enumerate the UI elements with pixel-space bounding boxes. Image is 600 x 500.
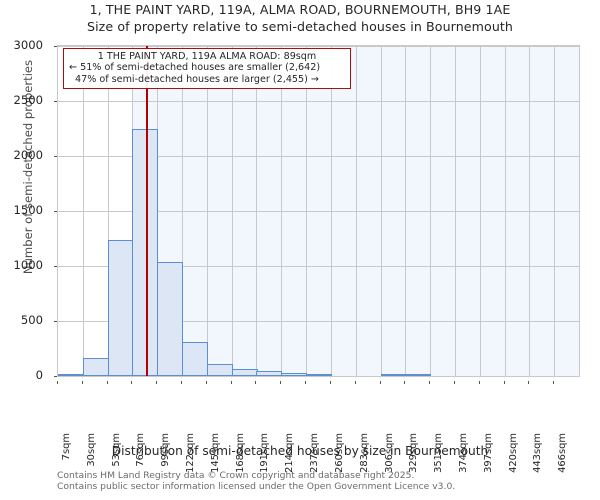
footer-line-1: Contains HM Land Registry data © Crown c… bbox=[57, 470, 415, 481]
x-tick-mark bbox=[404, 381, 406, 384]
bar-145sqm bbox=[207, 363, 233, 376]
footer-attribution: Contains HM Land Registry data © Crown c… bbox=[57, 470, 597, 492]
bar-306sqm bbox=[381, 374, 407, 376]
property-size-marker-line bbox=[146, 46, 149, 376]
annotation-line-3: 47% of semi-detached houses are larger (… bbox=[75, 73, 319, 85]
x-tick-mark bbox=[230, 381, 232, 384]
x-tick-mark bbox=[81, 381, 83, 384]
y-tick-mark bbox=[54, 156, 57, 157]
annotation-box: 1 THE PAINT YARD, 119A ALMA ROAD: 89sqm … bbox=[63, 48, 351, 89]
x-tick-mark bbox=[106, 381, 108, 384]
y-tick-label: 500 bbox=[20, 313, 43, 327]
x-tick-mark bbox=[280, 381, 282, 384]
gridline-x-283sqm bbox=[356, 46, 357, 376]
x-tick-mark bbox=[57, 381, 58, 384]
gridline-y-3000 bbox=[58, 46, 579, 47]
gridline-x-443sqm bbox=[529, 46, 530, 376]
y-tick-mark bbox=[54, 211, 57, 212]
x-tick-mark bbox=[453, 381, 455, 384]
y-tick-label: 2500 bbox=[13, 93, 43, 107]
y-tick-label: 0 bbox=[35, 368, 43, 382]
page-subtitle: Size of property relative to semi-detach… bbox=[86, 19, 514, 34]
x-axis-title: Distribution of semi-detached houses by … bbox=[111, 444, 489, 458]
y-axis-tick-labels: 0 500 1000 1500 2000 2500 3000 bbox=[0, 38, 57, 382]
bar-53sqm bbox=[108, 240, 134, 376]
x-tick-mark bbox=[379, 381, 381, 384]
x-tick-mark bbox=[131, 381, 133, 384]
x-tick-mark bbox=[478, 381, 480, 384]
footer-line-2: Contains public sector information licen… bbox=[57, 481, 456, 493]
gridline-y-2500 bbox=[58, 101, 579, 102]
y-tick-mark bbox=[54, 321, 57, 322]
gridline-x-260sqm bbox=[331, 46, 332, 376]
y-tick-label: 1000 bbox=[13, 258, 43, 272]
x-tick-mark bbox=[181, 381, 183, 384]
x-tick-mark bbox=[503, 381, 505, 384]
gridline-x-420sqm bbox=[505, 46, 506, 376]
y-tick-label: 3000 bbox=[13, 38, 43, 52]
bar-329sqm bbox=[405, 374, 431, 376]
gridline-x-122sqm bbox=[182, 46, 183, 376]
x-tick-mark bbox=[553, 381, 555, 384]
bar-99sqm bbox=[157, 262, 183, 376]
gridline-x-191sqm bbox=[256, 46, 257, 376]
gridline-x-168sqm bbox=[232, 46, 233, 376]
x-tick-mark bbox=[156, 381, 158, 384]
gridline-y-500 bbox=[58, 321, 579, 322]
bar-30sqm bbox=[83, 358, 109, 376]
y-tick-label: 1500 bbox=[13, 203, 43, 217]
x-axis-tick-labels: 7sqm 30sqm 53sqm 76sqm 99sqm 122sqm 145sqm 168s… bbox=[57, 381, 580, 473]
y-tick-mark bbox=[54, 46, 57, 47]
gridline-x-214sqm bbox=[281, 46, 282, 376]
gridline-x-237sqm bbox=[306, 46, 307, 376]
bar-122sqm bbox=[182, 342, 208, 376]
bar-214sqm bbox=[281, 373, 307, 376]
x-tick-mark bbox=[329, 381, 331, 384]
y-tick-mark bbox=[54, 101, 57, 102]
x-tick-mark bbox=[205, 381, 207, 384]
bar-191sqm bbox=[256, 371, 282, 376]
chart-title-block: 1, THE PAINT YARD, 119A, ALMA ROAD, BOUR… bbox=[0, 2, 600, 35]
bar-7sqm bbox=[58, 374, 84, 376]
x-tick-mark bbox=[528, 381, 530, 384]
gridline-y-2000 bbox=[58, 156, 579, 157]
annotation-line-1: 1 THE PAINT YARD, 119A ALMA ROAD: 89sqm bbox=[97, 51, 317, 62]
bar-237sqm bbox=[306, 374, 332, 376]
gridline-x-30sqm bbox=[83, 46, 84, 376]
gridline-x-397sqm bbox=[480, 46, 481, 376]
gridline-y-1500 bbox=[58, 211, 579, 212]
x-tick-mark bbox=[429, 381, 431, 384]
y-tick-label: 2000 bbox=[13, 148, 43, 162]
gridline-x-306sqm bbox=[381, 46, 382, 376]
annotation-line-2: ← 51% of semi-detached houses are smalle… bbox=[69, 62, 321, 74]
gridline-x-374sqm bbox=[455, 46, 456, 376]
y-tick-mark bbox=[54, 266, 57, 267]
x-tick-mark bbox=[255, 381, 257, 384]
gridline-x-145sqm bbox=[207, 46, 208, 376]
gridline-x-466sqm bbox=[554, 46, 555, 376]
bar-76sqm bbox=[132, 128, 158, 376]
x-tick-mark bbox=[305, 381, 307, 384]
y-tick-mark bbox=[54, 376, 57, 377]
x-tick-mark bbox=[354, 381, 356, 384]
bar-168sqm bbox=[232, 369, 258, 376]
page-title: 1, THE PAINT YARD, 119A, ALMA ROAD, BOUR… bbox=[89, 2, 511, 17]
gridline-x-351sqm bbox=[430, 46, 431, 376]
gridline-x-53sqm bbox=[108, 46, 109, 376]
plot-area bbox=[57, 45, 580, 377]
gridline-y-1000 bbox=[58, 266, 579, 267]
gridline-x-329sqm bbox=[405, 46, 406, 376]
